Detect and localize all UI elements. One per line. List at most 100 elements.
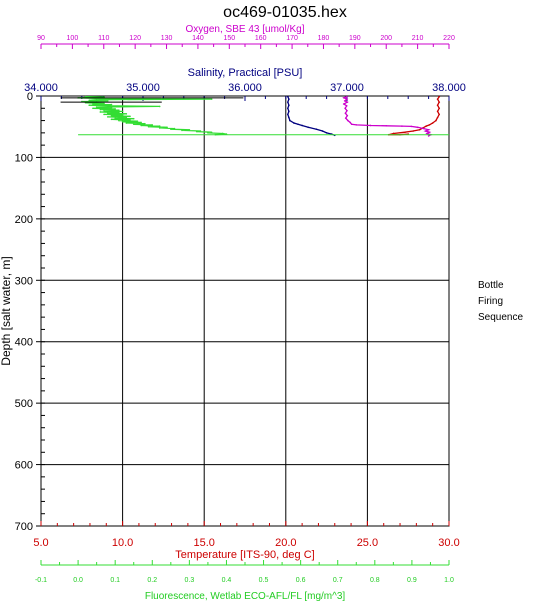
bottle-markers <box>60 97 449 136</box>
temperature-data-point <box>438 95 441 98</box>
fluorescence-data-point <box>88 104 91 107</box>
fluorescence-tick-label: 0.2 <box>147 577 157 584</box>
salinity-data-point <box>293 122 295 124</box>
oxygen-data-point <box>369 124 372 127</box>
y-tick-label: 600 <box>15 460 33 472</box>
fluorescence-data-point <box>129 119 131 121</box>
temperature-data-point <box>418 128 421 131</box>
fluorescence-data-point <box>207 132 209 134</box>
fluorescence-data-point <box>132 117 135 120</box>
temperature-data-point <box>412 130 414 132</box>
oxygen-data-point <box>401 125 403 127</box>
oxygen-tick-label: 220 <box>443 35 455 42</box>
grid <box>40 95 450 527</box>
salinity-data-point <box>288 98 290 100</box>
fluorescence-data-point <box>95 106 98 108</box>
fluorescence-data-point <box>92 103 94 105</box>
temperature-data-point <box>438 107 441 110</box>
oxygen-tick-label: 90 <box>37 35 45 42</box>
y-tick-label: 500 <box>15 398 33 410</box>
fluorescence-data-point <box>118 111 120 114</box>
oxygen-axis-title: Oxygen, SBE 43 [umol/Kg] <box>186 24 305 35</box>
temperature-data-point <box>428 124 431 126</box>
temperature-tick-label: 30.0 <box>438 537 459 549</box>
salinity-data-point <box>287 95 289 98</box>
fluorescence-data-point <box>99 111 102 113</box>
fluorescence-data-point <box>106 112 109 114</box>
salinity-tick-label: 34.000 <box>24 82 58 94</box>
temperature-data-point <box>438 113 441 116</box>
oxygen-data-point <box>355 124 358 126</box>
fluorescence-data-point <box>88 99 91 102</box>
fluorescence-data-point <box>84 95 87 98</box>
fluorescence-data-point <box>118 119 120 122</box>
fluorescence-data-point <box>129 115 131 118</box>
fluorescence-axis-title: Fluorescence, Wetlab ECO-AFL/FL [mg/m^3] <box>145 591 346 602</box>
oxygen-data-point <box>344 100 346 102</box>
plot-frame <box>40 95 450 527</box>
oxygen-series-line <box>342 95 433 137</box>
oxygen-data-point <box>427 135 430 137</box>
oxygen-data-point <box>416 126 419 129</box>
fluorescence-tick-label: 0.9 <box>407 577 417 584</box>
fluorescence-data-point <box>181 129 183 132</box>
oxygen-data-point <box>344 107 346 110</box>
oxygen-tick-label: 190 <box>349 35 361 42</box>
temperature-tick-label: 5.0 <box>33 537 48 549</box>
oxygen-data-point <box>426 132 428 135</box>
y-tick-label: 100 <box>15 152 33 164</box>
oxygen-tick-label: 210 <box>412 35 424 42</box>
oxygen-data-point <box>346 109 348 112</box>
axes: 0 100 200 300 400 500 600 700 Depth [salt water,… <box>0 24 466 602</box>
fluorescence-data-point <box>210 131 213 134</box>
salinity-data-point <box>297 123 299 126</box>
temperature-tick-label: 15.0 <box>193 537 214 549</box>
fluorescence-data-point <box>125 113 128 115</box>
fluorescence-data-point <box>125 116 128 119</box>
fluorescence-data-point <box>210 98 213 100</box>
fluorescence-data-point <box>136 120 139 122</box>
salinity-axis-title: Salinity, Practical [PSU] <box>188 67 303 79</box>
y-axis-label: Depth [salt water, m] <box>0 256 13 365</box>
oxygen-data-point <box>350 123 353 126</box>
oxygen-data-point <box>343 97 345 99</box>
fluorescence-data-point <box>188 128 191 131</box>
oxygen-tick-label: 180 <box>318 35 330 42</box>
salinity-tick-label: 38.000 <box>432 82 466 94</box>
side-legend-line-1: Bottle <box>478 280 504 291</box>
side-legend-line-2: Firing <box>478 296 504 307</box>
oxygen-tick-label: 130 <box>161 35 173 42</box>
fluorescence-data-point <box>195 130 198 133</box>
oxygen-data-point <box>346 114 349 117</box>
fluorescence-data-point <box>106 100 109 102</box>
fluorescence-data-point <box>106 116 109 118</box>
fluorescence-data-point <box>125 122 128 124</box>
oxygen-data-point <box>343 103 345 105</box>
fluorescence-data-point <box>144 122 146 125</box>
oxygen-tick-label: 140 <box>192 35 204 42</box>
salinity-data-point <box>287 113 289 116</box>
temperature-series-line <box>388 96 440 136</box>
temperature-data-point <box>404 131 406 134</box>
salinity-data-point <box>287 107 289 110</box>
temperature-data-point <box>436 110 439 113</box>
fluorescence-data-point <box>158 127 161 129</box>
fluorescence-data-point <box>121 121 124 123</box>
fluorescence-data-point <box>140 121 142 124</box>
fluorescence-data-point <box>121 114 124 116</box>
salinity-data-point <box>288 116 290 119</box>
salinity-data-point <box>288 104 290 107</box>
temperature-data-point <box>436 98 439 100</box>
oxygen-data-point <box>385 124 388 127</box>
y-tick-label: 200 <box>15 214 33 226</box>
fluorescence-data-point <box>110 103 113 106</box>
chart-title: oc469-01035.hex <box>223 4 347 21</box>
fluorescence-data-point <box>147 125 150 128</box>
oxygen-data-point <box>346 95 348 98</box>
fluorescence-data-point <box>103 109 105 112</box>
temperature-tick-label: 20.0 <box>275 537 296 549</box>
salinity-tick-label: 36.000 <box>228 82 262 94</box>
fluorescence-data-point <box>121 110 124 113</box>
oxygen-data-point <box>424 130 427 132</box>
y-tick-label: 0 <box>27 91 33 103</box>
